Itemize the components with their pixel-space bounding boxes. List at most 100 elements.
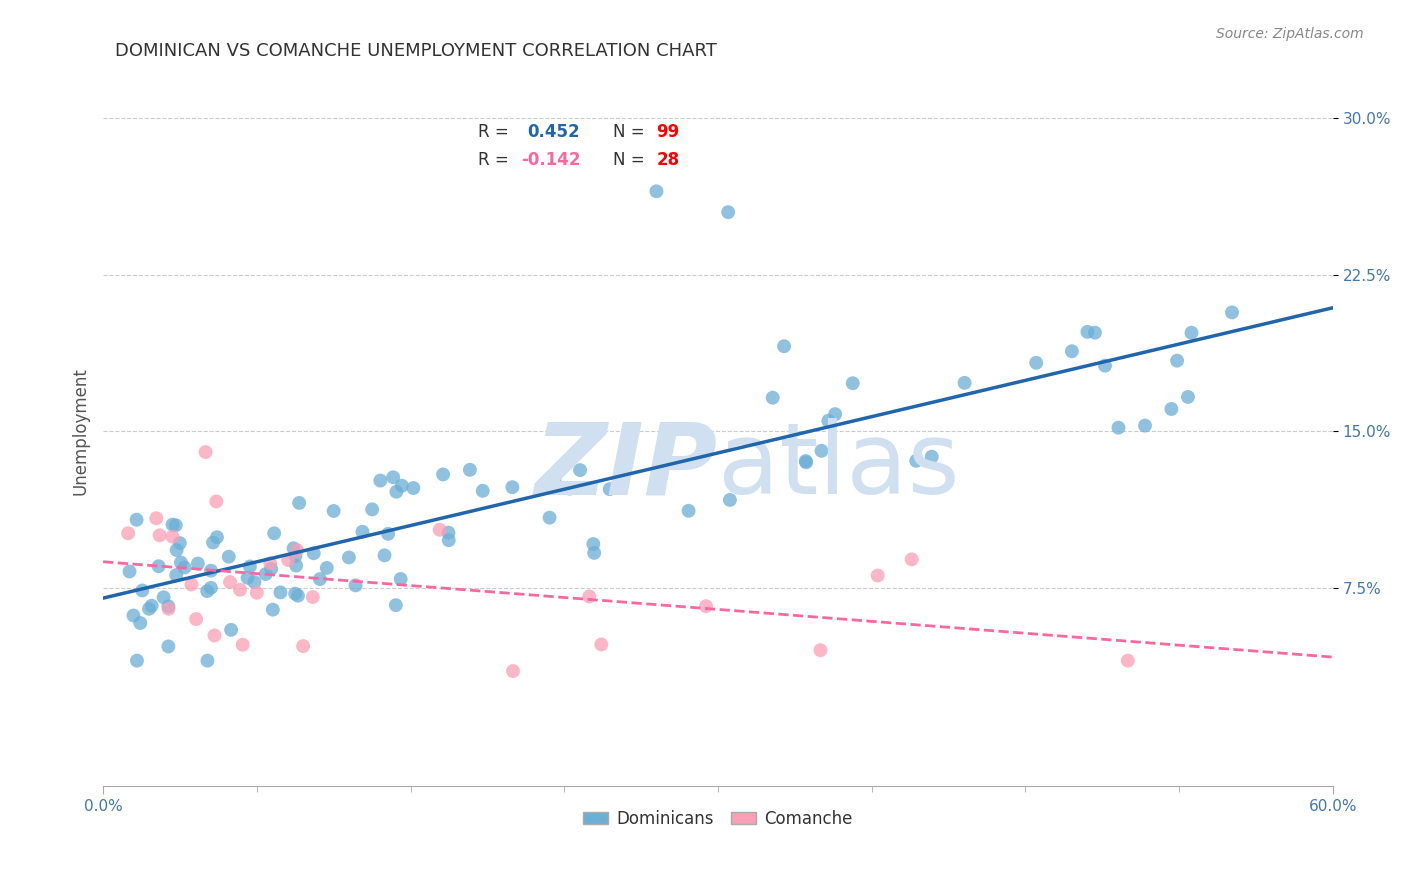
Dominicans [1107, 420, 1129, 434]
Dominicans [344, 578, 367, 592]
Dominicans [817, 414, 839, 428]
Dominicans [219, 623, 242, 637]
Dominicans [202, 535, 225, 549]
Comanche [502, 664, 524, 678]
Dominicans [148, 559, 170, 574]
Dominicans [1094, 359, 1116, 373]
Dominicans [599, 482, 621, 496]
Dominicans [538, 510, 561, 524]
Dominicans [905, 454, 928, 468]
Dominicans [262, 602, 284, 616]
Dominicans [129, 615, 152, 630]
Dominicans [157, 599, 180, 614]
Comanche [204, 628, 226, 642]
Text: 0.452: 0.452 [527, 123, 581, 141]
Comanche [292, 639, 315, 653]
Dominicans [361, 502, 384, 516]
Dominicans [352, 524, 374, 539]
Comanche [157, 602, 180, 616]
Dominicans [794, 454, 817, 468]
Dominicans [773, 339, 796, 353]
Comanche [246, 586, 269, 600]
Dominicans [195, 584, 218, 599]
Dominicans [437, 525, 460, 540]
Dominicans [471, 483, 494, 498]
Dominicans [762, 391, 785, 405]
Dominicans [197, 654, 219, 668]
Dominicans [1160, 401, 1182, 416]
Dominicans [269, 585, 291, 599]
Dominicans [921, 450, 943, 464]
Dominicans [131, 583, 153, 598]
Text: R =: R = [478, 123, 509, 141]
Dominicans [373, 549, 395, 563]
Dominicans [458, 463, 481, 477]
Dominicans [678, 504, 700, 518]
Comanche [205, 494, 228, 508]
Comanche [429, 523, 451, 537]
Dominicans [288, 496, 311, 510]
Dominicans [582, 537, 605, 551]
Comanche [219, 575, 242, 590]
Dominicans [337, 550, 360, 565]
Dominicans [1084, 326, 1107, 340]
Dominicans [309, 572, 332, 586]
Text: 28: 28 [657, 152, 679, 169]
Dominicans [125, 513, 148, 527]
Text: 99: 99 [657, 123, 679, 141]
Dominicans [382, 470, 405, 484]
Dominicans [377, 526, 399, 541]
Text: -0.142: -0.142 [522, 152, 581, 169]
Dominicans [284, 587, 307, 601]
Comanche [194, 445, 217, 459]
Comanche [810, 643, 832, 657]
Comanche [900, 552, 922, 566]
Dominicans [152, 591, 174, 605]
Dominicans [173, 560, 195, 574]
Dominicans [1060, 344, 1083, 359]
Dominicans [1133, 418, 1156, 433]
Comanche [591, 638, 613, 652]
Dominicans [583, 546, 606, 560]
Text: R =: R = [478, 152, 509, 169]
Dominicans [389, 572, 412, 586]
Dominicans [284, 549, 307, 563]
Dominicans [645, 184, 668, 198]
Text: ZIP: ZIP [534, 418, 718, 516]
Dominicans [1180, 326, 1202, 340]
Dominicans [205, 530, 228, 544]
Dominicans [122, 608, 145, 623]
Comanche [180, 577, 202, 591]
Dominicans [501, 480, 523, 494]
Text: N =: N = [613, 123, 645, 141]
Dominicans [315, 561, 337, 575]
Text: Source: ZipAtlas.com: Source: ZipAtlas.com [1216, 27, 1364, 41]
Y-axis label: Unemployment: Unemployment [72, 368, 89, 495]
Dominicans [236, 571, 259, 585]
Dominicans [437, 533, 460, 548]
Dominicans [569, 463, 592, 477]
Dominicans [157, 640, 180, 654]
Dominicans [718, 492, 741, 507]
Comanche [578, 590, 600, 604]
Dominicans [283, 541, 305, 556]
Dominicans [263, 526, 285, 541]
Comanche [259, 556, 281, 570]
Dominicans [138, 602, 160, 616]
Comanche [1116, 654, 1139, 668]
Dominicans [285, 558, 308, 573]
Dominicans [166, 543, 188, 558]
Dominicans [322, 504, 344, 518]
Dominicans [385, 598, 408, 612]
Comanche [285, 543, 308, 558]
Dominicans [170, 556, 193, 570]
Dominicans [385, 484, 408, 499]
Dominicans [824, 407, 846, 421]
Dominicans [794, 455, 817, 469]
Comanche [277, 553, 299, 567]
Comanche [117, 526, 139, 541]
Text: atlas: atlas [718, 418, 959, 516]
Dominicans [200, 581, 222, 595]
Dominicans [165, 568, 187, 582]
Dominicans [200, 564, 222, 578]
